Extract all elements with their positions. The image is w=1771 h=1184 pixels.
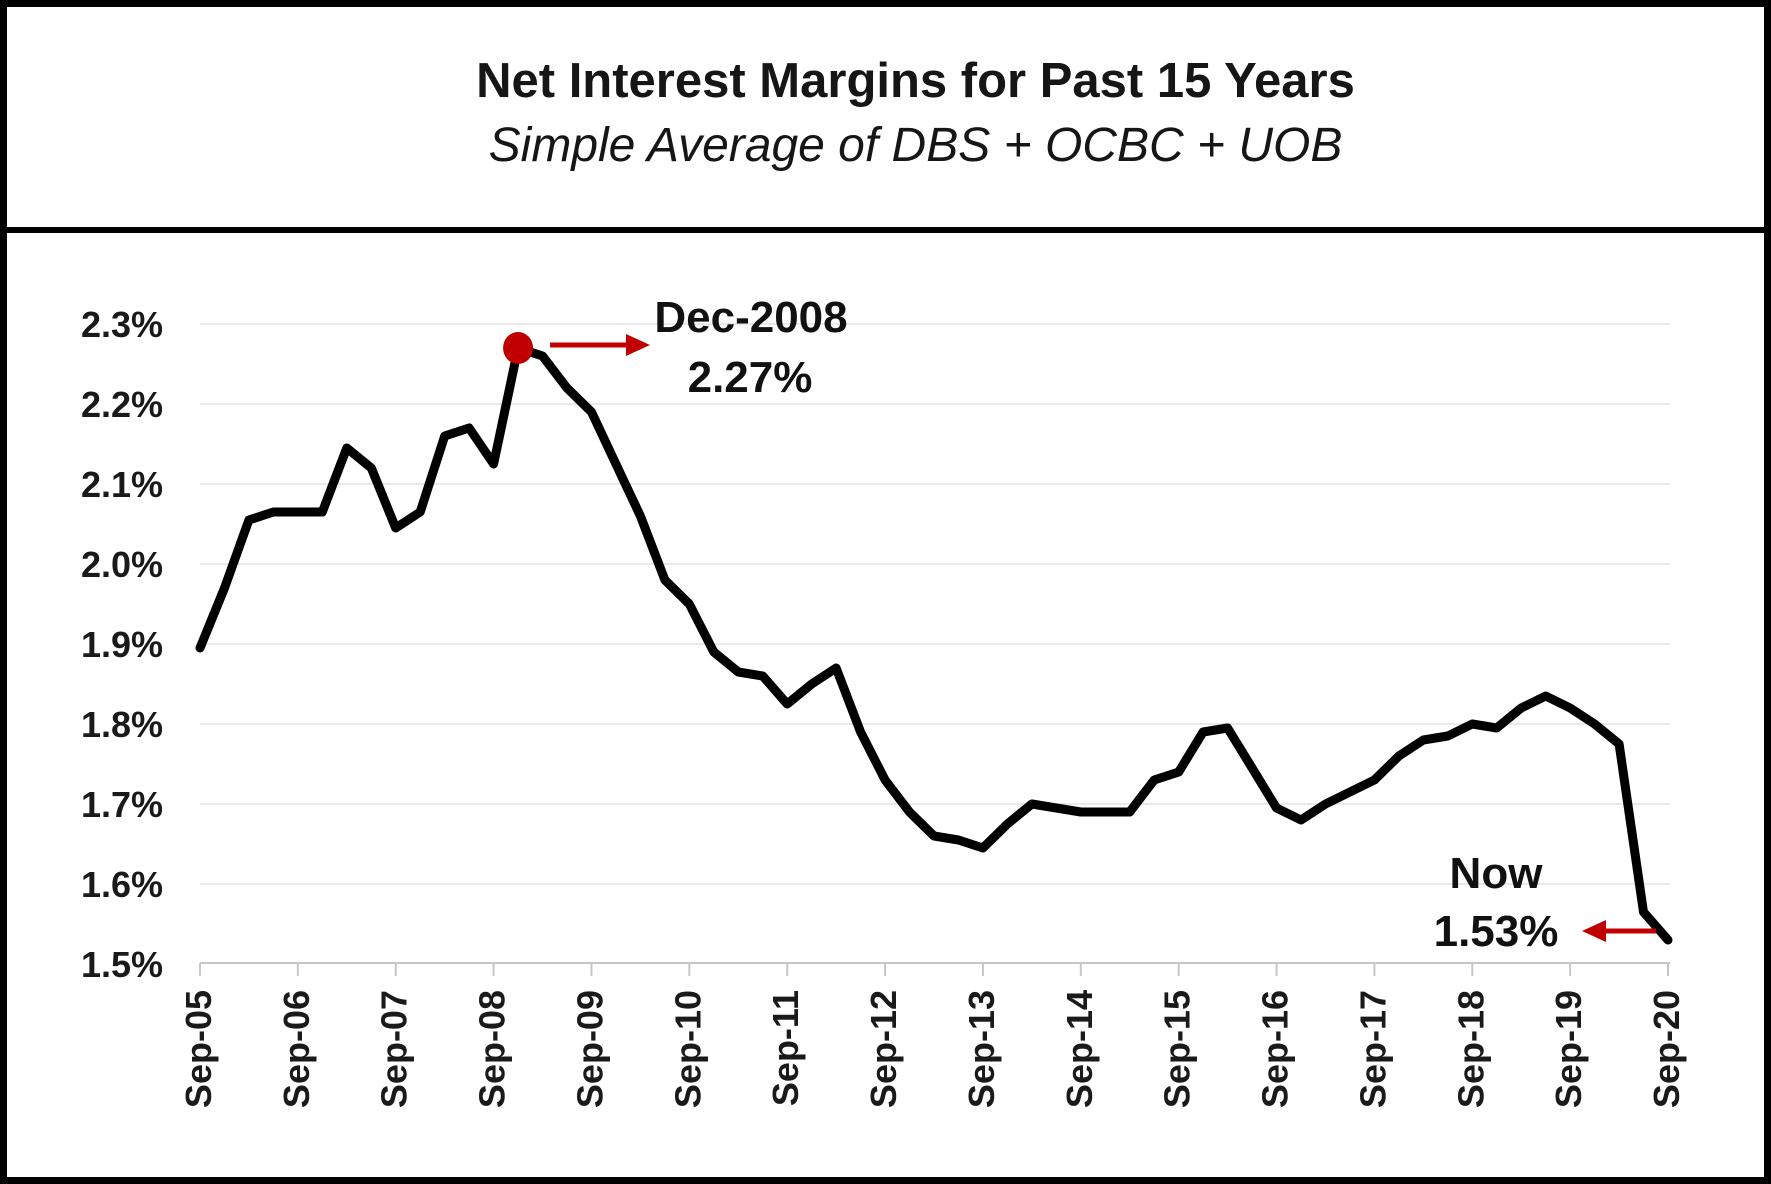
x-axis-label: Sep-08 xyxy=(472,990,513,1108)
chart-title: Net Interest Margins for Past 15 Years xyxy=(476,53,1355,108)
x-axis-label: Sep-16 xyxy=(1255,990,1296,1108)
annotation-layer: Dec-2008 2.27% Now 1.53% xyxy=(503,293,1656,956)
peak-value-label: 2.27% xyxy=(688,353,813,402)
now-value-label: 1.53% xyxy=(1434,907,1559,956)
chart-header: Net Interest Margins for Past 15 Years S… xyxy=(0,0,1771,233)
x-axis-label: Sep-13 xyxy=(961,990,1002,1108)
nim-series-line xyxy=(195,343,1673,945)
series-layer xyxy=(195,343,1673,945)
x-axis-label: Sep-05 xyxy=(178,990,219,1108)
x-axis-label: Sep-14 xyxy=(1059,990,1100,1108)
x-axis-label: Sep-06 xyxy=(276,990,317,1108)
axis-label-layer: 2.3% 2.2% 2.1% 2.0% 1.9% 1.8% 1.7% 1.6% 1.5% Sep-… xyxy=(81,304,1687,1108)
x-axis-label: Sep-10 xyxy=(667,990,708,1108)
peak-arrowhead-icon xyxy=(626,334,650,356)
x-axis-label: Sep-17 xyxy=(1352,990,1393,1108)
x-axis-label: Sep-09 xyxy=(569,990,610,1108)
x-axis-label: Sep-19 xyxy=(1548,990,1589,1108)
y-axis-label: 1.8% xyxy=(81,704,163,745)
axis-layer xyxy=(199,962,1670,976)
x-axis-label: Sep-11 xyxy=(765,990,806,1106)
chart-subtitle: Simple Average of DBS + OCBC + UOB xyxy=(488,119,1343,173)
x-axis-label: Sep-15 xyxy=(1157,990,1198,1108)
now-arrowhead-icon xyxy=(1582,920,1606,942)
y-axis-label: 1.7% xyxy=(81,784,163,825)
y-axis-label: 2.1% xyxy=(81,464,163,505)
x-axis-label: Sep-12 xyxy=(863,990,904,1108)
x-axis-label: Sep-18 xyxy=(1450,990,1491,1108)
y-axis-label: 2.0% xyxy=(81,544,163,585)
y-axis-label: 1.6% xyxy=(81,864,163,905)
x-axis-label: Sep-20 xyxy=(1646,990,1687,1108)
peak-marker-dot xyxy=(503,332,534,364)
y-axis-label: 2.3% xyxy=(81,304,163,345)
peak-date-label: Dec-2008 xyxy=(654,293,847,342)
y-axis-label: 1.5% xyxy=(81,944,163,985)
grid-layer xyxy=(200,323,1670,885)
y-axis-label: 2.2% xyxy=(81,384,163,425)
now-label: Now xyxy=(1450,849,1544,898)
x-axis-label: Sep-07 xyxy=(374,990,415,1108)
y-axis-label: 1.9% xyxy=(81,624,163,665)
